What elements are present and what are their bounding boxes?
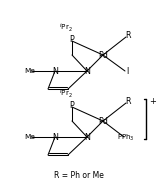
Text: N: N [52, 67, 58, 75]
Text: N: N [84, 67, 90, 75]
Text: $^{i}$Pr$_2$: $^{i}$Pr$_2$ [59, 22, 73, 34]
Text: $^{i}$Pr$_2$: $^{i}$Pr$_2$ [59, 88, 73, 100]
Text: P: P [70, 101, 74, 111]
Text: P: P [70, 36, 74, 44]
Text: I: I [126, 67, 128, 77]
Text: R: R [125, 32, 131, 40]
Text: R = Ph or Me: R = Ph or Me [54, 171, 104, 180]
Text: PPh$_3$: PPh$_3$ [117, 133, 135, 143]
Text: Pd: Pd [98, 50, 108, 60]
Text: +: + [150, 97, 156, 105]
Text: Me: Me [24, 68, 35, 74]
Text: Pd: Pd [98, 116, 108, 125]
Text: R: R [125, 98, 131, 106]
Text: Me: Me [24, 134, 35, 140]
Text: N: N [52, 132, 58, 142]
Text: N: N [84, 132, 90, 142]
